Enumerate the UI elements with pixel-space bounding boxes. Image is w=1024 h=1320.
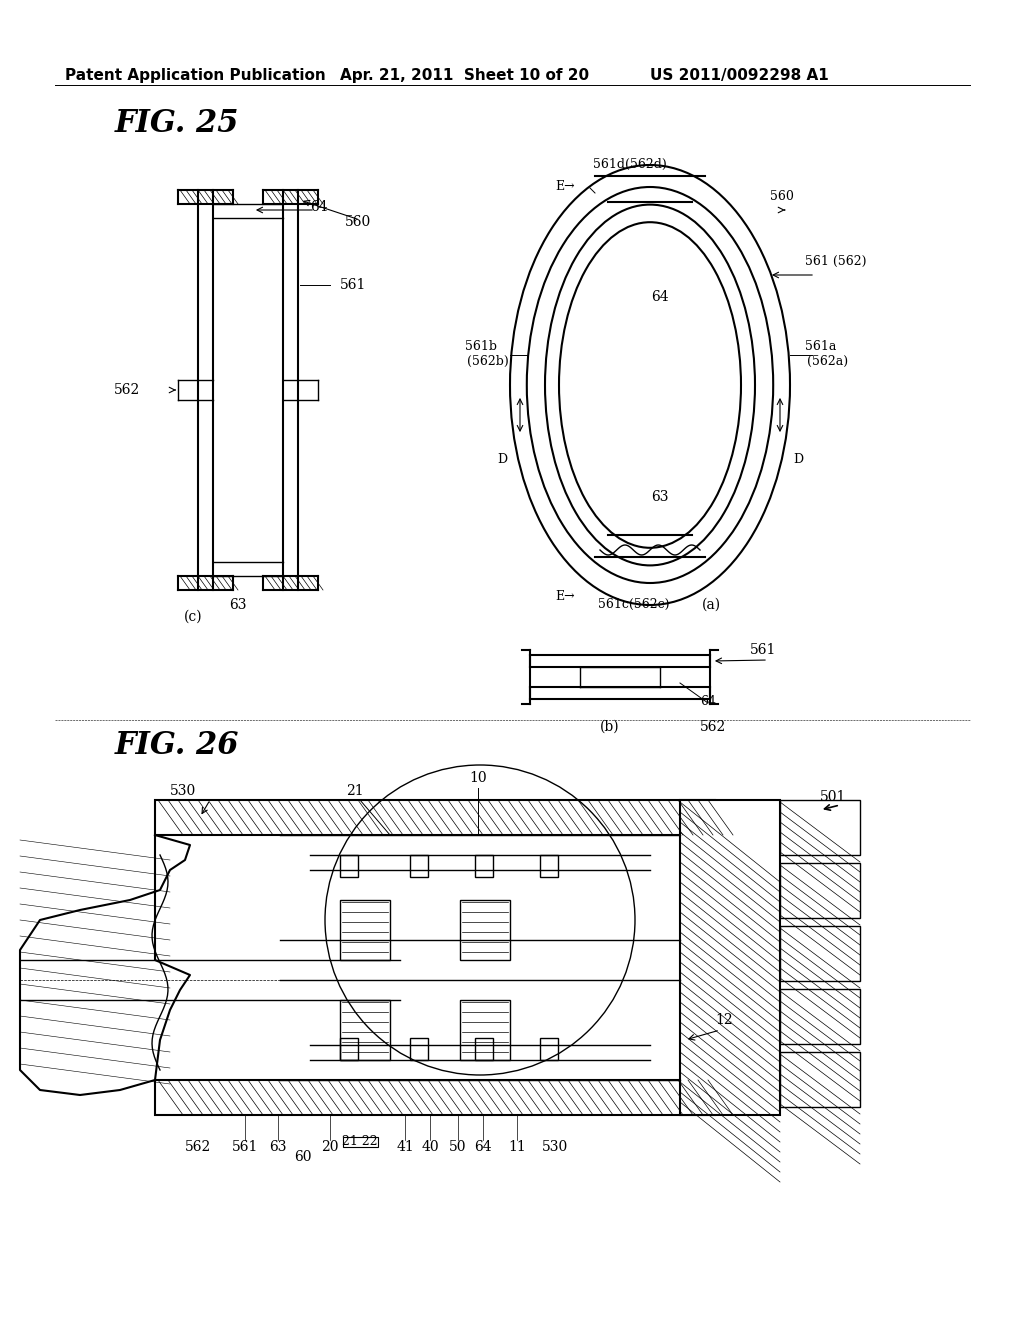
Text: (562b): (562b) bbox=[467, 355, 509, 368]
Text: 21 22: 21 22 bbox=[342, 1135, 378, 1148]
Text: 21: 21 bbox=[346, 784, 364, 799]
Text: 20: 20 bbox=[322, 1140, 339, 1154]
Text: Apr. 21, 2011  Sheet 10 of 20: Apr. 21, 2011 Sheet 10 of 20 bbox=[340, 69, 589, 83]
Text: 560: 560 bbox=[345, 215, 372, 228]
Text: (c): (c) bbox=[183, 610, 203, 624]
Text: 561a: 561a bbox=[805, 341, 837, 352]
Bar bbox=[680, 800, 780, 1115]
Bar bbox=[340, 900, 390, 960]
Text: 560: 560 bbox=[770, 190, 794, 203]
Bar bbox=[780, 1052, 860, 1107]
Bar bbox=[475, 1038, 493, 1060]
Bar bbox=[340, 855, 358, 876]
Text: D: D bbox=[497, 453, 507, 466]
Bar bbox=[780, 800, 860, 855]
Text: 561d(562d): 561d(562d) bbox=[593, 158, 667, 172]
Bar bbox=[460, 900, 510, 960]
Text: 561c(562c): 561c(562c) bbox=[598, 598, 670, 611]
Text: 561: 561 bbox=[231, 1140, 258, 1154]
Text: (562a): (562a) bbox=[807, 355, 848, 368]
Text: 64: 64 bbox=[474, 1140, 492, 1154]
Text: 530: 530 bbox=[170, 784, 197, 799]
Text: 530: 530 bbox=[542, 1140, 568, 1154]
Text: 64: 64 bbox=[700, 696, 716, 708]
Text: FIG. 25: FIG. 25 bbox=[115, 108, 240, 139]
Bar bbox=[780, 927, 860, 981]
Text: 63: 63 bbox=[651, 490, 669, 504]
Bar bbox=[780, 989, 860, 1044]
Text: 561 (562): 561 (562) bbox=[805, 255, 866, 268]
Text: E→: E→ bbox=[555, 590, 574, 603]
Text: D: D bbox=[793, 453, 803, 466]
Bar bbox=[340, 1001, 390, 1060]
Bar bbox=[780, 863, 860, 917]
Bar bbox=[410, 855, 428, 876]
Text: 561: 561 bbox=[340, 279, 367, 292]
Text: 562: 562 bbox=[114, 383, 140, 397]
Bar bbox=[340, 1038, 358, 1060]
Text: 561b: 561b bbox=[465, 341, 497, 352]
Text: 562: 562 bbox=[700, 719, 726, 734]
Text: 11: 11 bbox=[508, 1140, 526, 1154]
Bar bbox=[155, 1080, 715, 1115]
Text: 63: 63 bbox=[269, 1140, 287, 1154]
Text: (b): (b) bbox=[600, 719, 620, 734]
Bar bbox=[460, 1001, 510, 1060]
Bar bbox=[540, 1038, 558, 1060]
Text: 561: 561 bbox=[750, 643, 776, 657]
Text: FIG. 26: FIG. 26 bbox=[115, 730, 240, 762]
Text: 50: 50 bbox=[450, 1140, 467, 1154]
Text: 60: 60 bbox=[294, 1150, 311, 1164]
Text: E→: E→ bbox=[555, 180, 574, 193]
Bar bbox=[155, 800, 715, 836]
Text: US 2011/0092298 A1: US 2011/0092298 A1 bbox=[650, 69, 828, 83]
Text: 501: 501 bbox=[820, 789, 847, 804]
Text: Patent Application Publication: Patent Application Publication bbox=[65, 69, 326, 83]
Text: 12: 12 bbox=[715, 1012, 732, 1027]
Text: 562: 562 bbox=[185, 1140, 211, 1154]
Text: (a): (a) bbox=[702, 598, 721, 612]
Bar bbox=[540, 855, 558, 876]
Text: 10: 10 bbox=[469, 771, 486, 785]
Text: 40: 40 bbox=[421, 1140, 439, 1154]
Bar bbox=[410, 1038, 428, 1060]
Text: 41: 41 bbox=[396, 1140, 414, 1154]
Text: 64: 64 bbox=[310, 201, 328, 214]
Text: 64: 64 bbox=[651, 290, 669, 304]
Bar bbox=[475, 855, 493, 876]
Text: 63: 63 bbox=[229, 598, 247, 612]
